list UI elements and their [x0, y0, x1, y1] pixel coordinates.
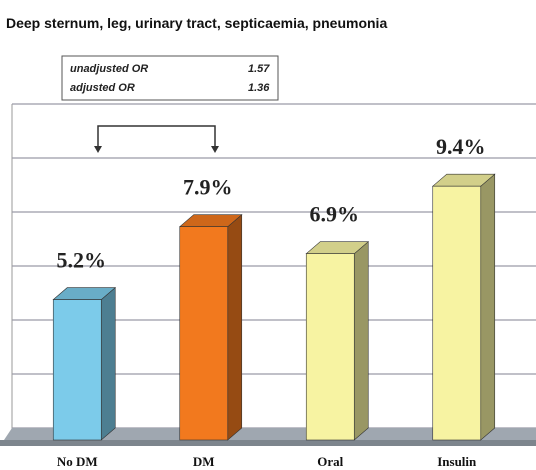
annotation-value: 1.36 — [248, 82, 270, 94]
annotation-label: adjusted OR — [70, 82, 135, 94]
bar-side — [480, 173, 496, 441]
chart-title: Deep sternum, leg, urinary tract, septic… — [6, 15, 387, 31]
bar — [52, 299, 102, 441]
bracket-arrows — [94, 146, 219, 153]
bar — [432, 185, 482, 441]
bar-side — [227, 214, 243, 441]
value-label: 6.9% — [310, 202, 360, 227]
annotation-value: 1.57 — [248, 63, 270, 75]
annotation-box — [61, 55, 279, 101]
x-tick-label: Oral — [317, 454, 343, 469]
comparison-bracket — [97, 125, 216, 150]
floor-front — [0, 440, 536, 446]
value-label: 5.2% — [57, 248, 107, 273]
x-tick-label: Insulin — [437, 454, 477, 469]
bar-side — [100, 286, 116, 441]
annotation-label: unadjusted OR — [70, 63, 148, 75]
value-label: 9.4% — [436, 134, 486, 159]
bar — [179, 226, 229, 441]
x-tick-label: DM — [193, 454, 215, 469]
bar-side — [353, 241, 369, 441]
value-label: 7.9% — [183, 175, 233, 200]
x-tick-label: No DM — [57, 454, 98, 469]
bar — [305, 253, 355, 441]
